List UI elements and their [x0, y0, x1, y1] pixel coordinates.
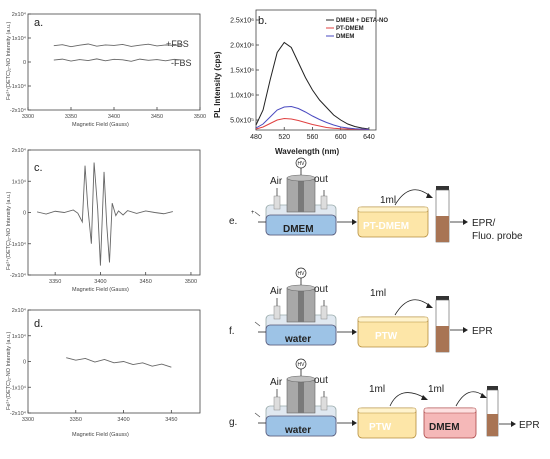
product-ptw-f: PTW — [375, 331, 398, 342]
x-tick-label: 600 — [335, 134, 347, 141]
x-tick-label: 520 — [278, 134, 290, 141]
out-label-f: out — [314, 284, 328, 295]
x-tick-label: 560 — [307, 134, 319, 141]
x-tick-label: 3400 — [117, 417, 129, 423]
series-label-minus-fbs: -FBS — [171, 58, 192, 68]
air-label-e: Air — [270, 176, 283, 187]
pl-chart-b: b. PL Intensity (cps) Wavelength (nm) 5.… — [213, 9, 388, 156]
volume-e: 1ml — [380, 195, 396, 206]
schematic-e: e. + DMEM HV Air out PT-DMEM 1ml — [229, 157, 523, 243]
series-line — [66, 357, 172, 368]
result-e-line2: Fluo. probe — [472, 231, 523, 242]
y-tick-label: -2x10⁴ — [10, 107, 27, 114]
panel-f-label: f. — [229, 326, 235, 337]
y-tick-label: 1x10⁴ — [12, 178, 27, 185]
y-tick-label: 1.5x10⁶ — [230, 68, 254, 75]
svg-text:+: + — [251, 210, 255, 216]
y-tick-label: 2x10⁴ — [12, 11, 27, 18]
series-line — [255, 41, 370, 130]
x-tick-label: 3350 — [49, 279, 61, 285]
second-dmem-g: DMEM — [429, 422, 460, 433]
y-tick-label: 5.0x10⁵ — [230, 118, 254, 125]
panel-b-xlabel: Wavelength (nm) — [275, 147, 339, 156]
panel-d-ylabel: Fe²⁺(DETC)₂-NO Intensity (a.u.) — [5, 331, 12, 410]
panel-g-label: g. — [229, 417, 237, 428]
legend-label: DMEM — [336, 34, 354, 40]
y-tick-label: 2.5x10⁶ — [230, 18, 254, 25]
hv-label-e: HV — [298, 161, 306, 167]
x-tick-label: 3500 — [194, 114, 206, 120]
x-tick-label: 3350 — [70, 417, 82, 423]
product-pt-dmem: PT-DMEM — [363, 221, 409, 232]
panel-e-label: e. — [229, 216, 237, 227]
x-tick-label: 3400 — [94, 279, 106, 285]
y-tick-label: 0 — [23, 360, 26, 366]
series-line — [53, 43, 183, 48]
legend-label: DMEM + DETA-NO — [336, 18, 388, 24]
y-tick-label: -1x10⁴ — [10, 241, 27, 248]
result-f: EPR — [472, 326, 493, 337]
out-label-g: out — [314, 375, 328, 386]
schematic-g: g. water HV Air out PTW 1ml DMEM 1ml — [229, 358, 540, 439]
x-tick-label: 640 — [363, 134, 375, 141]
panel-b-ylabel: PL Intensity (cps) — [213, 51, 222, 118]
panel-d-xlabel: Magnetic Field (Gauss) — [72, 432, 129, 438]
epr-chart-d: d. Fe²⁺(DETC)₂-NO Intensity (a.u.) Magne… — [5, 307, 201, 438]
panel-c-xlabel: Magnetic Field (Gauss) — [72, 287, 129, 293]
air-label-f: Air — [270, 286, 283, 297]
hv-label-f: HV — [298, 271, 306, 277]
product-ptw-g: PTW — [369, 422, 392, 433]
y-tick-label: 2x10⁴ — [12, 307, 27, 314]
y-tick-label: 1x10⁴ — [12, 333, 27, 340]
y-tick-label: 2.0x10⁶ — [230, 43, 254, 50]
volume-g-2: 1ml — [428, 384, 444, 395]
panel-a-ylabel: Fe²⁺(DETC)₂-NO Intensity (a.u.) — [5, 21, 12, 100]
out-label-e: out — [314, 174, 328, 185]
medium-dmem: DMEM — [283, 224, 314, 235]
legend-label: PT-DMEM — [336, 26, 364, 32]
hv-label-g: HV — [298, 362, 306, 368]
medium-water-g: water — [284, 425, 311, 436]
panel-a-xlabel: Magnetic Field (Gauss) — [72, 122, 129, 128]
x-tick-label: 480 — [250, 134, 262, 141]
x-tick-label: 3450 — [151, 114, 163, 120]
y-tick-label: -2x10⁴ — [10, 410, 27, 417]
panel-d-label: d. — [34, 318, 43, 330]
schematic-f: f. water HV Air out PTW 1ml EPR — [229, 267, 493, 353]
epr-chart-a: a. Fe²⁺(DETC)₂-NO Intensity (a.u.) Magne… — [5, 11, 206, 128]
x-tick-label: 3300 — [22, 417, 34, 423]
y-tick-label: -1x10⁴ — [10, 83, 27, 90]
legend: DMEM + DETA-NO PT-DMEM DMEM — [326, 18, 388, 40]
y-tick-label: 0 — [23, 211, 26, 217]
result-e-line1: EPR/ — [472, 218, 496, 229]
y-tick-label: 1x10⁴ — [12, 35, 27, 42]
y-tick-label: 2x10⁴ — [12, 147, 27, 154]
y-tick-label: -1x10⁴ — [10, 384, 27, 391]
x-tick-label: 3500 — [185, 279, 197, 285]
epr-chart-c: c. Fe²⁺(DETC)₂-NO Intensity (a.u.) Magne… — [5, 147, 201, 293]
x-tick-label: 3450 — [165, 417, 177, 423]
x-tick-label: 3300 — [22, 114, 34, 120]
y-tick-label: -2x10⁴ — [10, 272, 27, 279]
series-line — [255, 105, 369, 130]
panel-c-label: c. — [34, 162, 43, 174]
series-line — [36, 162, 173, 266]
volume-f: 1ml — [370, 288, 386, 299]
series-label-plus-fbs: +FBS — [166, 39, 189, 49]
result-g: EPR — [519, 420, 540, 431]
y-tick-label: 1.0x10⁶ — [230, 93, 254, 100]
panel-c-ylabel: Fe²⁺(DETC)₂-NO Intensity (a.u.) — [5, 191, 12, 270]
x-tick-label: 3450 — [140, 279, 152, 285]
x-tick-label: 3400 — [108, 114, 120, 120]
y-tick-label: 0 — [23, 60, 26, 66]
panel-b-label: b. — [258, 15, 267, 27]
air-label-g: Air — [270, 377, 283, 388]
series-line — [53, 58, 183, 62]
x-tick-label: 3350 — [65, 114, 77, 120]
volume-g-1: 1ml — [369, 384, 385, 395]
medium-water-f: water — [284, 334, 311, 345]
panel-a-label: a. — [34, 17, 43, 29]
series-line — [255, 117, 369, 130]
